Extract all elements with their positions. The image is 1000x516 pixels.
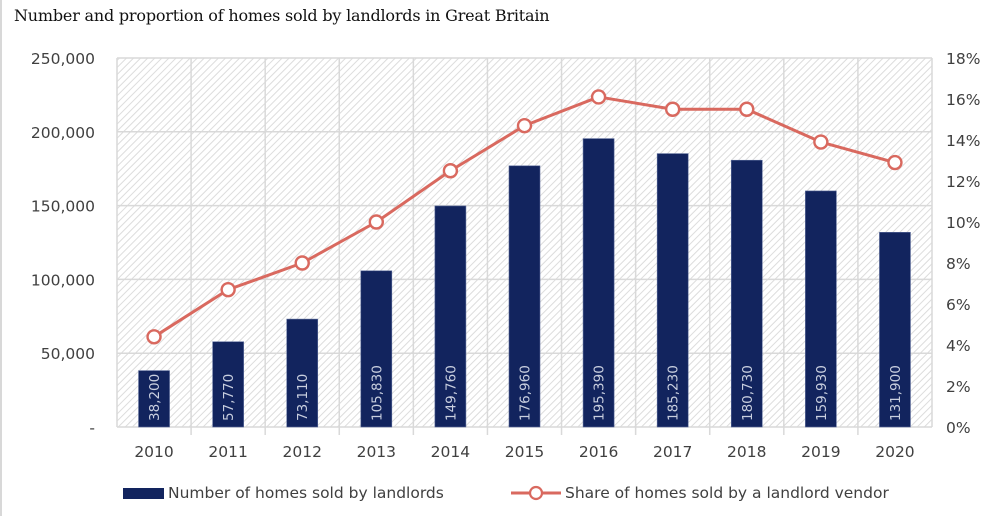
x-tick-label: 2014 <box>431 443 470 461</box>
gridlines <box>116 57 933 435</box>
bar <box>730 159 763 428</box>
right-tick-label: 10% <box>946 214 980 232</box>
legend-line-swatch <box>511 485 561 501</box>
x-tick-label: 2016 <box>579 443 618 461</box>
legend-label-bars: Number of homes sold by landlords <box>168 484 444 502</box>
x-axis-ticks: 2010 2011 2012 2013 2014 2015 2016 2017 2018 2019… <box>134 443 914 461</box>
bar-data-label: 57,770 <box>221 374 237 421</box>
line-marker <box>146 329 162 345</box>
line-series <box>146 89 903 345</box>
line-marker <box>887 154 903 171</box>
bar-data-label: 176,960 <box>518 365 534 421</box>
bar-data-label: 105,830 <box>369 365 385 421</box>
line-marker <box>368 214 385 230</box>
left-tick-label: 150,000 <box>31 198 95 216</box>
left-tick-label: 50,000 <box>41 345 95 363</box>
line-marker <box>294 255 310 271</box>
x-tick-label: 2011 <box>208 443 247 461</box>
left-tick-label: 100,000 <box>31 271 95 289</box>
bar <box>805 190 837 428</box>
bar-data-label: 180,730 <box>740 365 756 421</box>
bar-data-label: 38,200 <box>147 374 163 421</box>
bar-data-label: 185,230 <box>666 365 682 421</box>
left-tick-label: - <box>89 419 95 437</box>
right-tick-label: 2% <box>946 378 971 396</box>
line-marker <box>664 101 681 117</box>
bar <box>879 232 911 428</box>
bar <box>138 370 170 428</box>
x-tick-label: 2017 <box>653 443 692 461</box>
bar-data-label: 131,900 <box>888 365 904 421</box>
legend-item-bars: Number of homes sold by landlords <box>123 484 444 502</box>
bar-data-label: 195,390 <box>592 365 608 421</box>
x-tick-label: 2013 <box>357 443 396 461</box>
x-tick-label: 2015 <box>505 443 544 461</box>
right-tick-label: 4% <box>946 337 971 355</box>
legend-label-line: Share of homes sold by a landlord vendor <box>565 484 889 502</box>
bar <box>286 318 319 428</box>
bar <box>656 153 689 428</box>
bar-data-label: 159,930 <box>814 365 830 421</box>
right-tick-label: 0% <box>946 419 971 437</box>
right-tick-label: 8% <box>946 255 971 273</box>
x-tick-label: 2019 <box>801 443 840 461</box>
x-tick-label: 2010 <box>134 443 173 461</box>
bar-data-label: 149,760 <box>443 365 459 421</box>
left-tick-label: 250,000 <box>31 50 95 68</box>
line-marker <box>220 281 236 298</box>
legend-bar-swatch <box>123 487 164 499</box>
bar <box>508 165 541 428</box>
line-marker <box>442 163 459 179</box>
x-tick-label: 2012 <box>283 443 322 461</box>
line-marker <box>813 134 829 150</box>
chart-title: Number and proportion of homes sold by l… <box>14 6 550 25</box>
bar <box>360 270 393 428</box>
x-tick-label: 2020 <box>875 443 914 461</box>
right-tick-label: 16% <box>946 91 980 109</box>
left-tick-label: 200,000 <box>31 124 95 142</box>
x-tick-label: 2018 <box>727 443 766 461</box>
right-tick-label: 14% <box>946 132 980 150</box>
line-marker <box>590 89 607 105</box>
line-marker <box>516 117 533 134</box>
right-tick-label: 6% <box>946 296 971 314</box>
left-axis-ticks: - 50,000 100,000 150,000 200,000 250,000 <box>31 50 95 437</box>
right-tick-label: 12% <box>946 173 980 191</box>
bar-series: 38,200 57,770 73,110 105,830 149,760 176,960 1… <box>138 138 911 428</box>
bar-data-label: 73,110 <box>295 374 311 421</box>
legend-item-line: Share of homes sold by a landlord vendor <box>509 484 889 502</box>
line-marker <box>739 101 755 117</box>
right-axis-ticks: 0% 2% 4% 6% 8% 10% 12% 14% 16% 18% <box>946 50 980 437</box>
right-tick-label: 18% <box>946 50 980 68</box>
bar <box>582 138 615 428</box>
bar <box>212 341 244 428</box>
bar <box>434 205 467 428</box>
